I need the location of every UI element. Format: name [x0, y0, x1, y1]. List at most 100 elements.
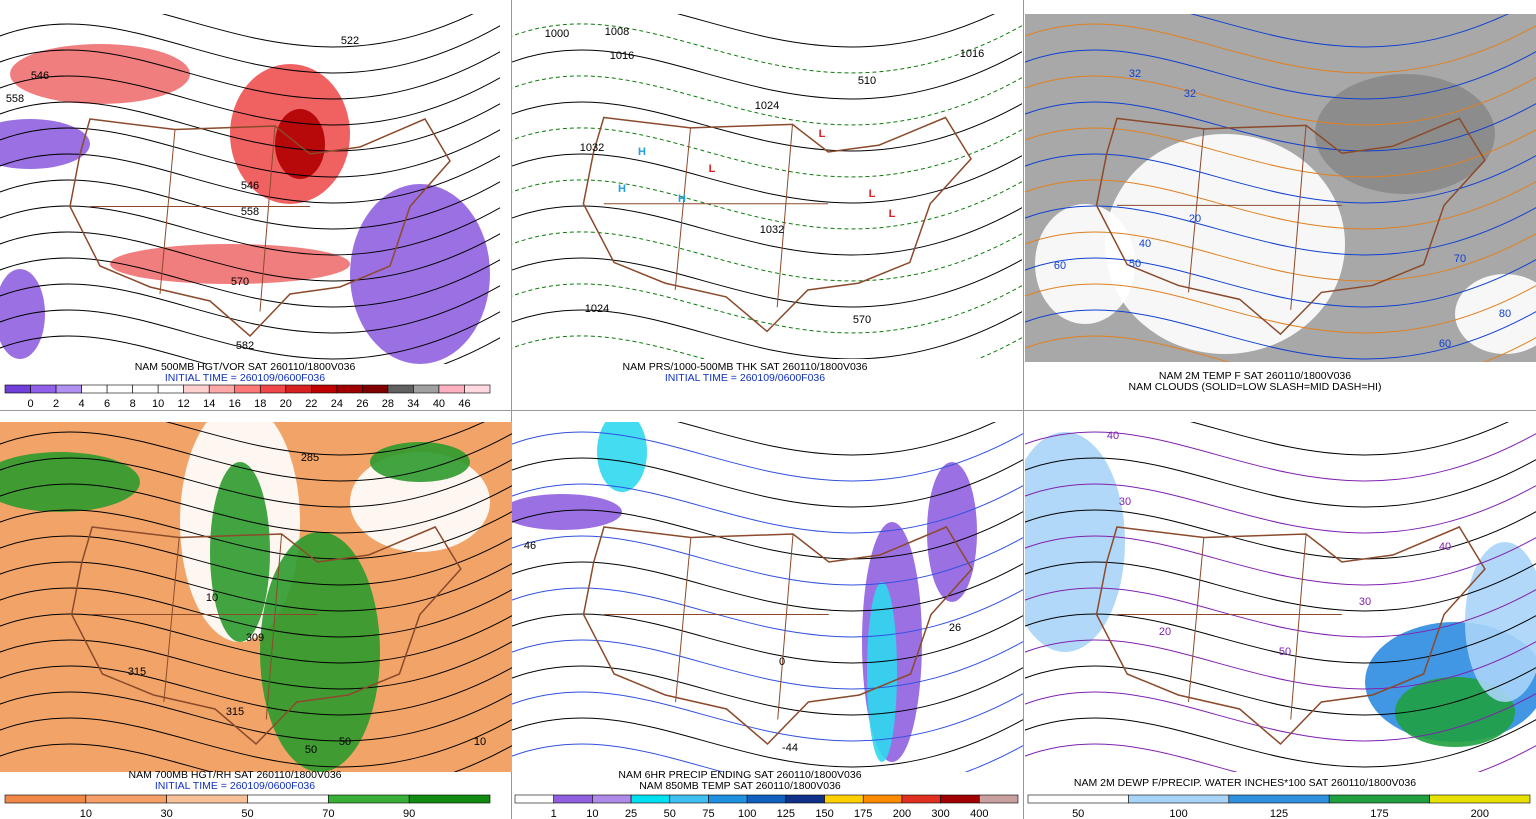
contour-line	[1025, 535, 1536, 586]
shaded-region	[597, 422, 647, 492]
map-area: 285 309 315 315 10 50 50 10	[0, 422, 512, 772]
contour-label: 582	[236, 340, 254, 352]
contour-label: 50	[305, 744, 317, 756]
colorbar-label: 10	[80, 808, 92, 819]
colorbar-label: 175	[1370, 808, 1388, 819]
contour-line	[1025, 75, 1536, 126]
contour-label: 50	[1129, 258, 1141, 270]
colorbar-swatch	[824, 794, 864, 804]
shaded-region	[1455, 274, 1536, 354]
contour-line	[512, 23, 1022, 74]
colorbar-swatch	[669, 794, 709, 804]
map-area: 1000 1008 1016 1032 1024 1032 1024 1016 510 570 H H…	[512, 14, 1022, 359]
colorbar-label: 75	[702, 808, 714, 819]
country-border	[69, 118, 451, 338]
contour-line	[512, 509, 1023, 560]
contour-label: 1032	[580, 142, 604, 154]
contour-line	[1025, 743, 1536, 772]
state-border	[1290, 125, 1307, 310]
shaded-region	[867, 582, 897, 762]
contour-line	[0, 127, 500, 178]
contour-line	[0, 431, 512, 482]
contour-line	[1025, 639, 1536, 690]
map-caption: NAM 2M DEWP F/PRECIP. WATER INCHES*100 S…	[1074, 777, 1416, 789]
map-background	[512, 14, 1022, 359]
colorbar-swatch	[785, 794, 825, 804]
colorbar-swatch	[1328, 794, 1430, 804]
colorbar-swatch	[553, 794, 593, 804]
contour-label: 510	[858, 75, 876, 87]
contour-label: 522	[341, 35, 359, 47]
contour-line	[0, 665, 512, 716]
map-caption: NAM 6HR PRECIP ENDING SAT 260110/1800V03…	[618, 769, 861, 781]
state-border	[1188, 537, 1205, 703]
colorbar-swatch	[1027, 794, 1129, 804]
contour-label: 26	[949, 622, 961, 634]
colorbar-swatch	[4, 794, 87, 804]
contour-line	[512, 231, 1022, 282]
contour-label: 315	[226, 706, 244, 718]
country-border	[70, 526, 462, 746]
colorbar-label: 50	[1072, 808, 1084, 819]
contour-line	[1025, 153, 1536, 204]
map-caption: NAM 500MB HGT/VOR SAT 260110/1800V036	[135, 361, 356, 373]
map-panel: 40 30 20 30 40 50 NAM 2M DEWP F/PRECIP. WATER …	[1025, 422, 1536, 819]
map-caption: NAM 700MB HGT/RH SAT 260110/1800V036	[128, 769, 341, 781]
map-panel: 1000 1008 1016 1032 1024 1032 1024 1016 510 570 H H…	[512, 14, 1022, 384]
contour-line	[0, 691, 512, 742]
colorbar-swatch	[387, 384, 414, 394]
contour-label: 50	[1279, 646, 1291, 658]
colorbar-label: 100	[738, 808, 756, 819]
contour-label: H	[638, 146, 646, 158]
contour-line	[512, 431, 1023, 482]
shaded-region	[10, 44, 190, 104]
colorbar-label: 16	[229, 398, 241, 410]
contour-label: 10	[474, 736, 486, 748]
colorbar-swatch	[81, 384, 108, 394]
contour-line	[512, 179, 1022, 230]
contour-line	[512, 639, 1023, 690]
shaded-region	[1395, 677, 1515, 747]
contour-label: 546	[31, 70, 49, 82]
map-caption: NAM PRS/1000-500MB THK SAT 260110/1800V0…	[623, 361, 868, 373]
colorbar-swatch	[247, 794, 329, 804]
contour-line	[512, 665, 1023, 716]
country-border	[1095, 526, 1486, 746]
colorbar-label: 200	[893, 808, 911, 819]
contour-line	[0, 335, 500, 364]
contour-line	[512, 49, 1022, 100]
contour-label: -44	[782, 742, 798, 754]
contour-line	[512, 743, 1023, 772]
contour-line	[1190, 422, 1509, 456]
colorbar-label: 1	[551, 808, 557, 819]
colorbar-swatch	[862, 794, 903, 804]
state-border	[159, 129, 176, 295]
contour-line	[1025, 457, 1536, 508]
contour-label: 1008	[605, 26, 629, 38]
contour-line	[512, 691, 1023, 742]
shaded-region	[1465, 542, 1536, 702]
contour-label: 80	[1499, 308, 1511, 320]
contour-label: 10	[206, 592, 218, 604]
contour-line	[0, 179, 500, 230]
state-border	[163, 537, 180, 703]
colorbar-swatch	[259, 384, 287, 394]
contour-line	[1025, 691, 1536, 742]
colorbar-swatch	[285, 384, 312, 394]
colorbar-swatch	[438, 384, 465, 394]
shaded-region	[275, 109, 325, 179]
map-area: 32 32 20 40 50 60 70 80 60	[1025, 14, 1536, 362]
map-caption: NAM CLOUDS (SOLID=LOW SLASH=MID DASH=HI)	[1129, 381, 1382, 393]
contour-line	[0, 587, 512, 638]
contour-label: 40	[1139, 238, 1151, 250]
contour-line	[0, 205, 500, 256]
colorbar-label: 50	[664, 808, 676, 819]
contour-line	[0, 717, 512, 768]
contour-label: 1000	[545, 28, 569, 40]
colorbar-label: 28	[382, 398, 394, 410]
contour-line	[512, 457, 1023, 508]
colorbar-swatch	[234, 384, 261, 394]
contour-line	[0, 561, 512, 612]
colorbar-label: 50	[241, 808, 253, 819]
